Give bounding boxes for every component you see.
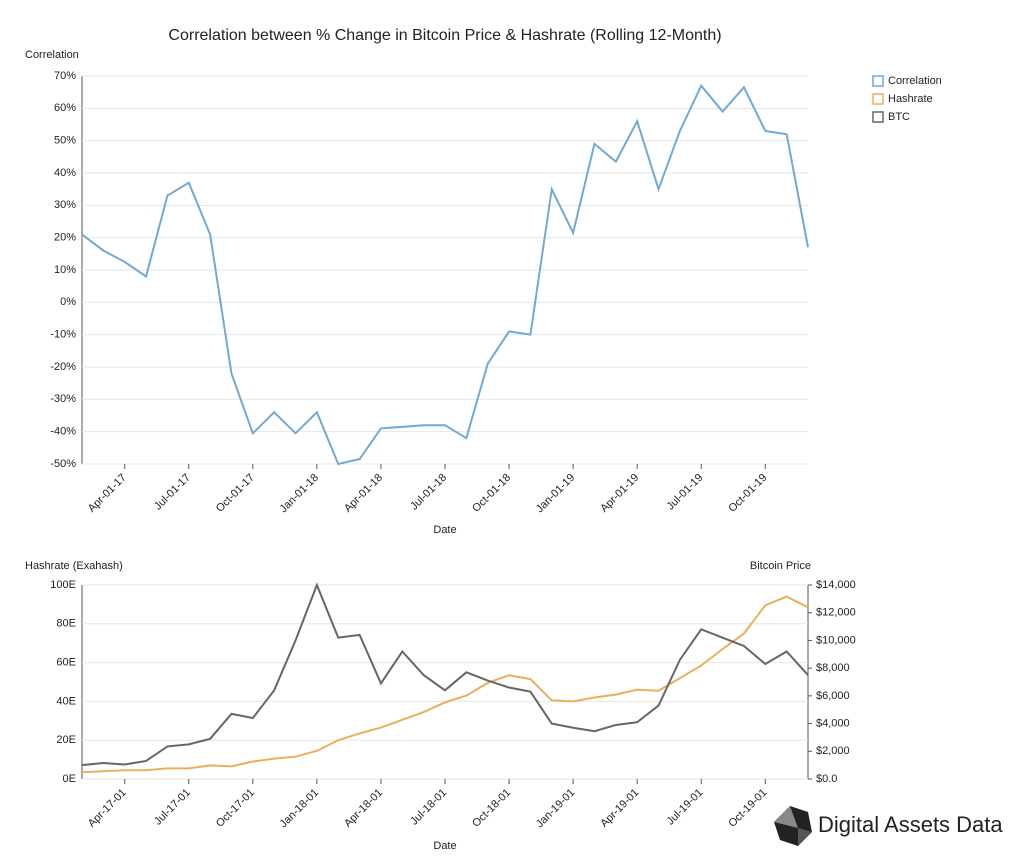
y-tick-label: 100E: [50, 579, 76, 591]
y-tick-label: 70%: [54, 70, 76, 82]
x-tick-label: Oct-19-01: [726, 787, 769, 830]
y-axis-label: Hashrate (Exahash): [25, 560, 123, 572]
x-tick-label: Oct-01-18: [470, 472, 513, 515]
y-tick-label: -50%: [50, 458, 76, 470]
y2-tick-label: $6,000: [816, 690, 850, 702]
y-tick-label: 10%: [54, 264, 76, 276]
x-tick-label: Apr-17-01: [86, 787, 129, 830]
y2-tick-label: $14,000: [816, 579, 856, 591]
watermark: Digital Assets Data: [818, 812, 1003, 837]
chart-title: Correlation between % Change in Bitcoin …: [168, 27, 721, 44]
y-tick-label: -30%: [50, 393, 76, 405]
x-tick-label: Apr-19-01: [598, 787, 641, 830]
y2-tick-label: $10,000: [816, 634, 856, 646]
y-axis-label: Correlation: [25, 49, 79, 61]
logo-icon: [774, 806, 812, 846]
x-tick-label: Jul-18-01: [408, 787, 449, 828]
y2-tick-label: $4,000: [816, 717, 850, 729]
x-tick-label: Jul-01-19: [664, 472, 705, 513]
x-tick-label: Jan-18-01: [278, 787, 322, 831]
legend-swatch: [872, 93, 884, 105]
x-tick-label: Apr-18-01: [342, 787, 385, 830]
y2-tick-label: $2,000: [816, 745, 850, 757]
line-series: [81, 582, 809, 767]
legend-label: Hashrate: [888, 93, 933, 105]
legend-swatch: [872, 111, 884, 123]
x-axis-label: Date: [433, 524, 456, 536]
y-tick-label: 60%: [54, 102, 76, 114]
x-tick-label: Jan-01-18: [278, 472, 322, 516]
y2-axis-label: Bitcoin Price: [750, 560, 811, 572]
y2-tick-label: $8,000: [816, 662, 850, 674]
x-tick-label: Oct-01-19: [726, 472, 769, 515]
x-tick-label: Apr-01-17: [86, 472, 129, 515]
y-tick-label: 40E: [56, 695, 76, 707]
x-tick-label: Oct-01-17: [214, 472, 257, 515]
y-tick-label: -10%: [50, 329, 76, 341]
y-tick-label: 30%: [54, 199, 76, 211]
x-tick-label: Jan-01-19: [534, 472, 578, 516]
y-tick-label: -40%: [50, 426, 76, 438]
y-tick-label: 40%: [54, 167, 76, 179]
x-tick-label: Jul-17-01: [152, 787, 193, 828]
x-tick-label: Oct-18-01: [470, 787, 513, 830]
y-tick-label: 0%: [60, 296, 76, 308]
x-tick-label: Apr-01-18: [342, 472, 385, 515]
legend-label: BTC: [888, 111, 910, 123]
line-series: [81, 595, 809, 774]
y-tick-label: -20%: [50, 361, 76, 373]
x-axis-label: Date: [433, 840, 456, 852]
x-tick-label: Jul-01-17: [152, 472, 193, 513]
legend-label: Correlation: [888, 75, 942, 87]
x-tick-label: Jul-01-18: [408, 472, 449, 513]
x-tick-label: Jul-19-01: [664, 787, 705, 828]
line-series: [81, 83, 809, 466]
y-tick-label: 80E: [56, 618, 76, 630]
y-tick-label: 50%: [54, 135, 76, 147]
y-tick-label: 60E: [56, 657, 76, 669]
x-tick-label: Apr-01-19: [598, 472, 641, 515]
x-tick-label: Jan-19-01: [534, 787, 578, 831]
legend-swatch: [872, 75, 884, 87]
y-tick-label: 20%: [54, 232, 76, 244]
y-tick-label: 20E: [56, 734, 76, 746]
y-tick-label: 0E: [63, 773, 76, 785]
x-tick-label: Oct-17-01: [214, 787, 257, 830]
y2-tick-label: $0.0: [816, 773, 837, 785]
y2-tick-label: $12,000: [816, 607, 856, 619]
